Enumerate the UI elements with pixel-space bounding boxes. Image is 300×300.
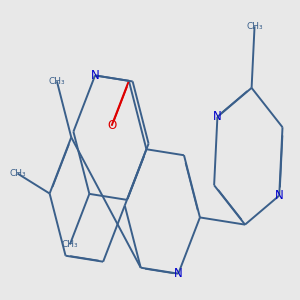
Text: O: O <box>107 119 116 132</box>
Text: CH₃: CH₃ <box>61 240 78 249</box>
Text: N: N <box>275 189 284 202</box>
Text: CH₃: CH₃ <box>9 169 26 178</box>
Text: CH₃: CH₃ <box>49 77 65 86</box>
Text: CH₃: CH₃ <box>246 22 263 31</box>
Text: N: N <box>91 69 99 82</box>
Text: N: N <box>174 267 183 280</box>
Text: N: N <box>213 110 222 123</box>
